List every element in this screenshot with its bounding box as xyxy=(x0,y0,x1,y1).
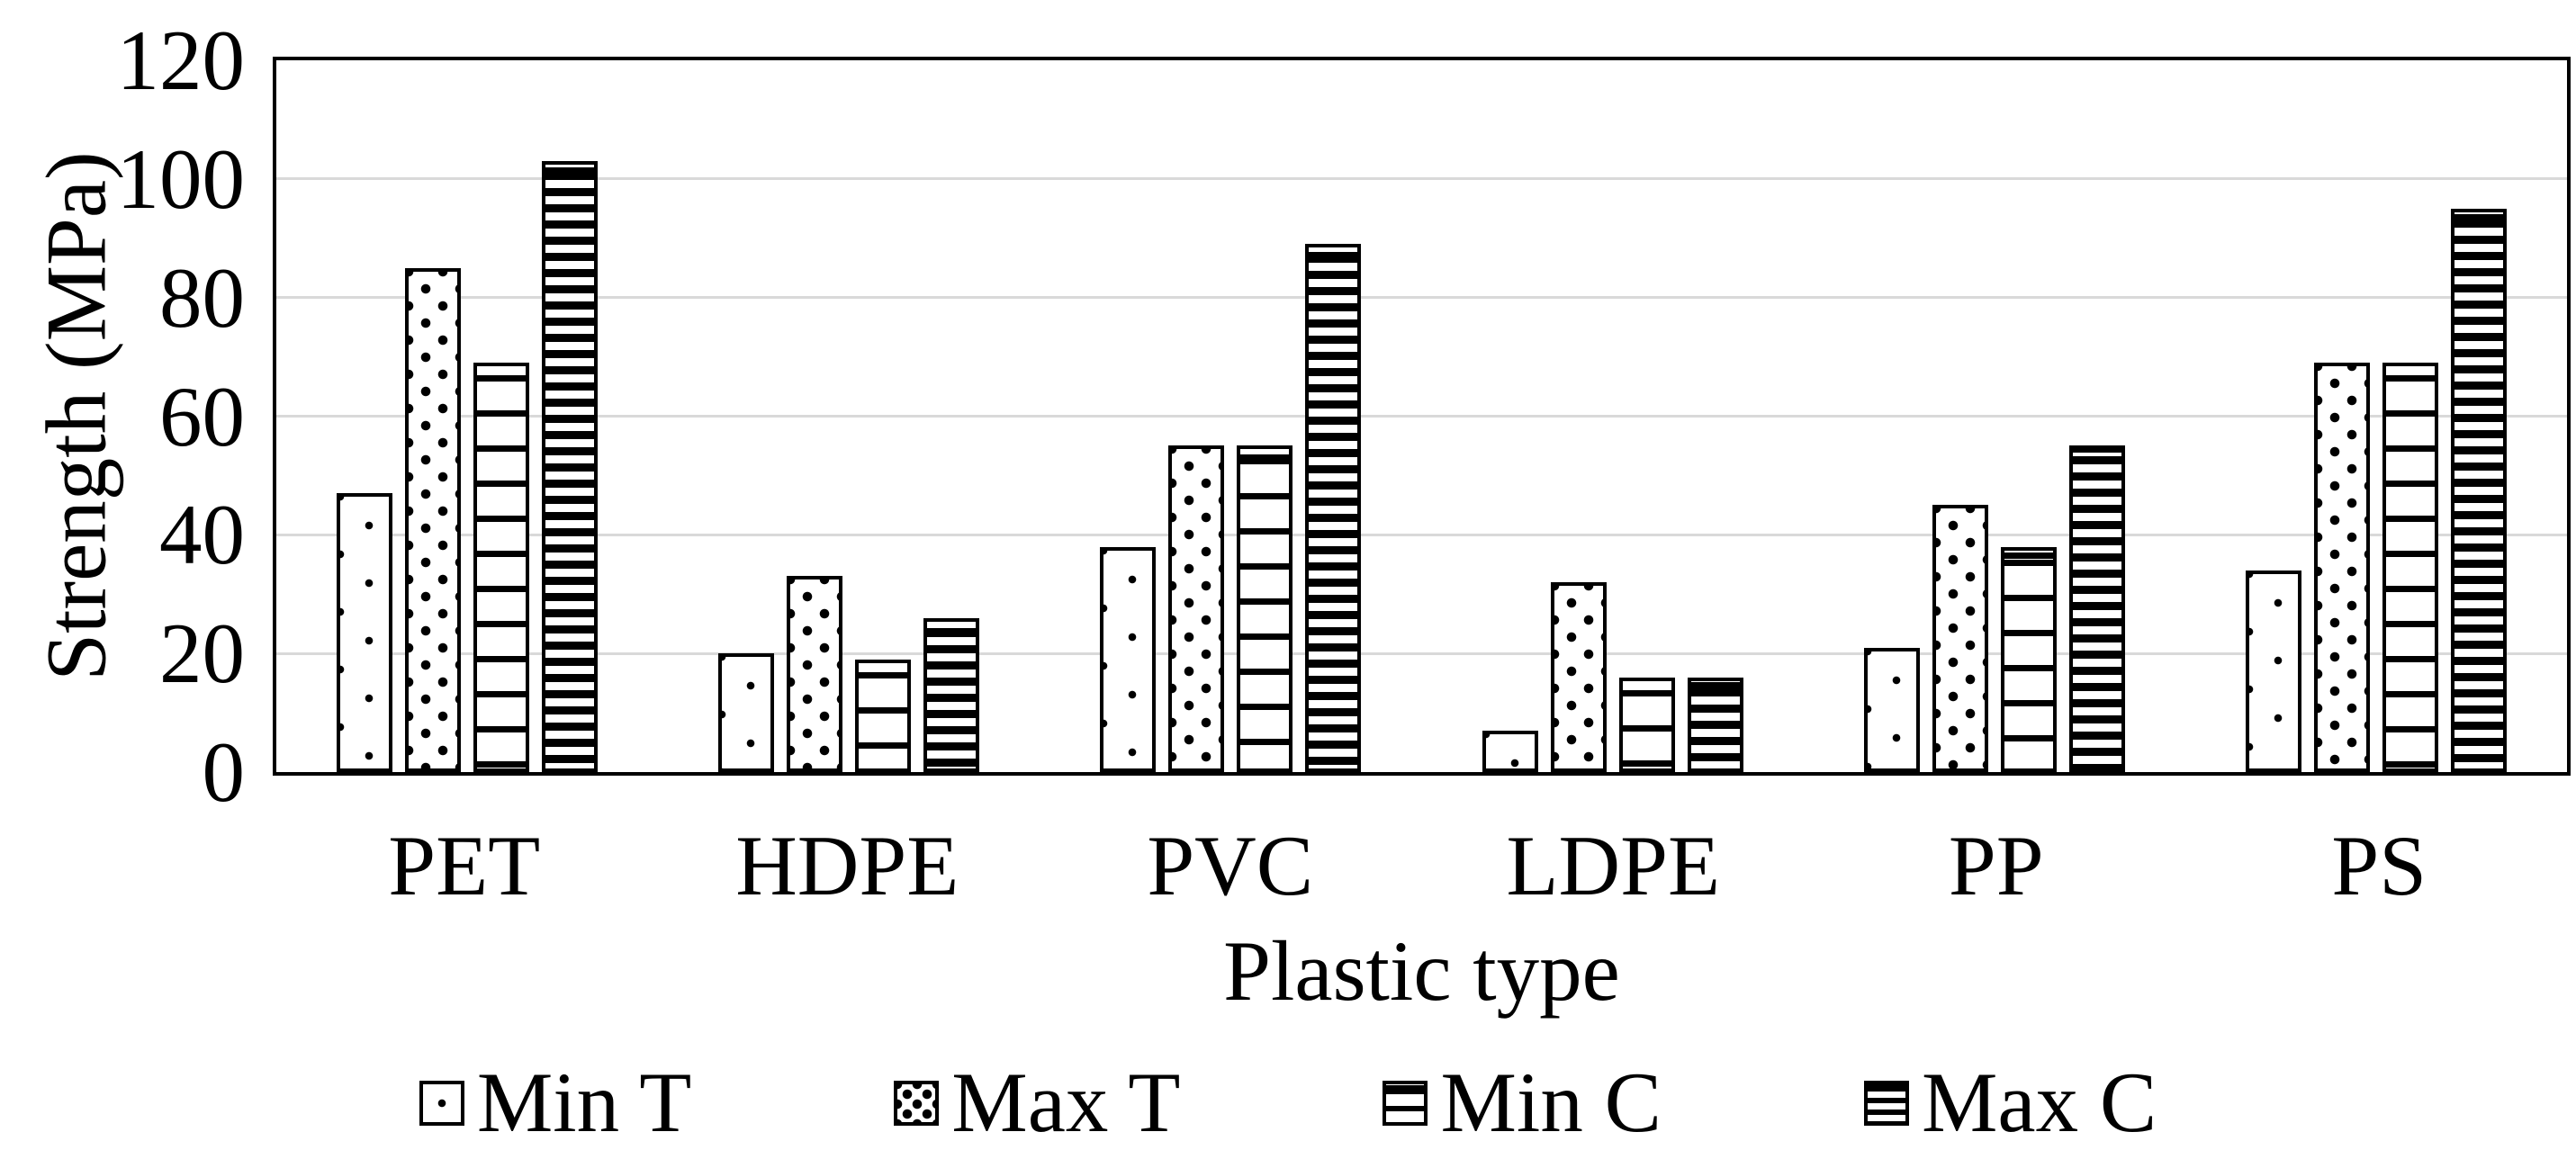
bar-pet-max-c xyxy=(542,161,599,772)
bar-pp-min-c xyxy=(2000,546,2057,772)
legend-item-min-t: Min T xyxy=(419,1060,691,1146)
legend-label: Max C xyxy=(1921,1055,2157,1150)
bar-pp-max-c xyxy=(2068,445,2125,772)
bar-ps-max-c xyxy=(2450,208,2507,772)
plot-area xyxy=(273,57,2571,776)
gridline xyxy=(276,177,2567,181)
bar-group-pvc xyxy=(1040,60,1421,772)
gridline xyxy=(276,651,2567,655)
x-tick-label-pp: PP xyxy=(1948,818,2044,913)
y-tick-label: 60 xyxy=(159,368,245,464)
bar-ps-min-c xyxy=(2382,363,2438,772)
bar-ldpe-max-t xyxy=(1550,582,1607,772)
legend-label: Max T xyxy=(951,1055,1181,1150)
legend-item-min-c: Min C xyxy=(1383,1055,1662,1150)
legend-swatch-dots-sparse xyxy=(419,1080,464,1126)
bar-group-pet xyxy=(276,60,658,772)
x-axis-tick-labels: PET HDPE PVC LDPE PP PS xyxy=(273,823,2571,909)
legend-swatch-hlines-dense xyxy=(1863,1080,1909,1126)
bar-ldpe-min-c xyxy=(1618,677,1675,772)
bar-pet-max-t xyxy=(405,267,462,772)
x-tick-label-ps: PS xyxy=(2331,818,2427,913)
gridline xyxy=(276,533,2567,536)
legend-label: Min T xyxy=(476,1055,692,1150)
bar-pp-max-t xyxy=(1932,505,1988,772)
y-tick-label: 100 xyxy=(116,130,246,227)
y-tick-label: 0 xyxy=(202,724,246,820)
x-tick-label-pet: PET xyxy=(388,818,541,913)
bar-hdpe-min-c xyxy=(855,659,912,772)
legend: Min T Max T Min C Max C xyxy=(0,1060,2576,1146)
bar-pvc-min-t xyxy=(1100,546,1157,772)
x-tick-label-hdpe: HDPE xyxy=(735,818,959,913)
x-tick-label-pvc: PVC xyxy=(1147,818,1314,913)
bar-group-ldpe xyxy=(1422,60,1804,772)
x-tick-label-ldpe: LDPE xyxy=(1506,818,1721,913)
legend-item-max-c: Max C xyxy=(1863,1055,2157,1150)
bar-ldpe-max-c xyxy=(1687,677,1743,772)
bar-pet-min-c xyxy=(473,363,530,772)
legend-swatch-dots-dense xyxy=(894,1080,940,1126)
bar-pet-min-t xyxy=(337,493,393,772)
bar-group-pp xyxy=(1804,60,2185,772)
bar-pvc-max-t xyxy=(1168,445,1225,772)
y-tick-label: 40 xyxy=(159,487,245,583)
y-tick-label: 20 xyxy=(159,606,245,702)
bar-ldpe-min-t xyxy=(1482,730,1538,772)
bar-ps-min-t xyxy=(2245,570,2301,772)
legend-item-max-t: Max T xyxy=(894,1060,1180,1146)
bar-hdpe-min-t xyxy=(718,653,775,772)
bar-group-hdpe xyxy=(658,60,1040,772)
bar-hdpe-max-t xyxy=(787,576,843,772)
bar-hdpe-max-c xyxy=(923,617,980,772)
y-tick-label: 120 xyxy=(116,13,246,108)
bar-ps-max-t xyxy=(2313,363,2370,772)
bar-group-ps xyxy=(2185,60,2567,772)
gridline xyxy=(276,296,2567,300)
bar-pvc-min-c xyxy=(1237,445,1293,772)
y-tick-label: 80 xyxy=(159,249,245,346)
bar-pvc-max-c xyxy=(1305,244,1362,772)
legend-swatch-hlines-wide xyxy=(1383,1080,1428,1126)
bar-pp-min-t xyxy=(1863,647,1920,772)
legend-label: Min C xyxy=(1440,1055,1662,1150)
gridline xyxy=(276,415,2567,418)
x-axis-title: Plastic type xyxy=(1223,923,1620,1019)
